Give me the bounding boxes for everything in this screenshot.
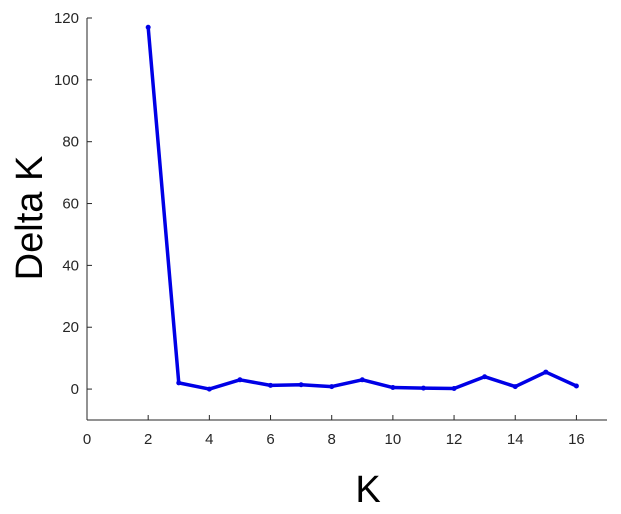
x-tick-label: 10 (385, 431, 402, 448)
data-point (237, 377, 243, 383)
y-axis-label: Delta K (9, 156, 51, 281)
data-point (482, 374, 488, 380)
x-tick-label: 6 (266, 431, 274, 448)
axes (86, 18, 607, 421)
y-tick-label: 80 (62, 134, 79, 151)
data-point (268, 382, 274, 388)
series-group (145, 24, 579, 392)
x-tick-label: 16 (568, 431, 585, 448)
x-tick-label: 8 (328, 431, 336, 448)
y-tick-label: 120 (54, 10, 79, 27)
x-tick-label: 12 (446, 431, 463, 448)
data-point (451, 385, 457, 391)
data-point (420, 385, 426, 391)
y-tick-label: 0 (71, 381, 79, 398)
data-point (390, 385, 396, 391)
data-point (176, 380, 182, 386)
data-point (512, 384, 518, 390)
tick-marks (86, 17, 577, 420)
data-point (573, 383, 579, 389)
y-tick-label: 20 (62, 319, 79, 336)
data-point (543, 369, 549, 375)
data-point (298, 382, 304, 388)
x-tick-label: 0 (83, 431, 91, 448)
data-point (359, 377, 365, 383)
x-tick-label: 2 (144, 431, 152, 448)
data-point (329, 384, 335, 390)
tick-labels: 0 2 4 6 8 10 12 14 16 0 20 40 60 80 100 120 (54, 10, 585, 448)
x-tick-label: 4 (205, 431, 213, 448)
x-axis-label: K (355, 469, 380, 511)
y-tick-label: 100 (54, 72, 79, 89)
data-point (206, 386, 212, 392)
series-line (146, 25, 579, 391)
x-tick-label: 14 (507, 431, 524, 448)
y-tick-label: 60 (62, 196, 79, 213)
data-point (145, 24, 151, 30)
y-tick-label: 40 (62, 257, 79, 274)
